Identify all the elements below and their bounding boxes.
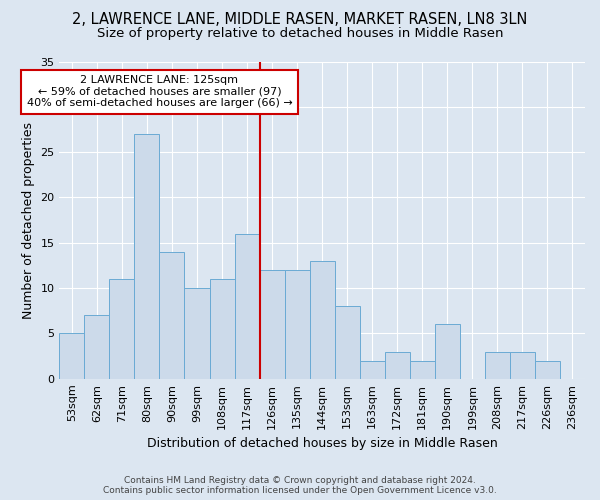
Text: 2 LAWRENCE LANE: 125sqm
← 59% of detached houses are smaller (97)
40% of semi-de: 2 LAWRENCE LANE: 125sqm ← 59% of detache…: [26, 75, 292, 108]
Bar: [134, 134, 160, 379]
Bar: [310, 261, 335, 379]
Bar: [335, 306, 360, 379]
Bar: [209, 279, 235, 379]
Bar: [510, 352, 535, 379]
Bar: [160, 252, 184, 379]
X-axis label: Distribution of detached houses by size in Middle Rasen: Distribution of detached houses by size …: [147, 437, 497, 450]
Bar: [535, 360, 560, 379]
Bar: [235, 234, 260, 379]
Bar: [410, 360, 435, 379]
Bar: [360, 360, 385, 379]
Bar: [284, 270, 310, 379]
Bar: [435, 324, 460, 379]
Bar: [385, 352, 410, 379]
Bar: [59, 334, 85, 379]
Text: Size of property relative to detached houses in Middle Rasen: Size of property relative to detached ho…: [97, 28, 503, 40]
Text: 2, LAWRENCE LANE, MIDDLE RASEN, MARKET RASEN, LN8 3LN: 2, LAWRENCE LANE, MIDDLE RASEN, MARKET R…: [73, 12, 527, 28]
Bar: [485, 352, 510, 379]
Bar: [109, 279, 134, 379]
Bar: [184, 288, 209, 379]
Y-axis label: Number of detached properties: Number of detached properties: [22, 122, 35, 318]
Bar: [260, 270, 284, 379]
Bar: [85, 316, 109, 379]
Text: Contains HM Land Registry data © Crown copyright and database right 2024.
Contai: Contains HM Land Registry data © Crown c…: [103, 476, 497, 495]
